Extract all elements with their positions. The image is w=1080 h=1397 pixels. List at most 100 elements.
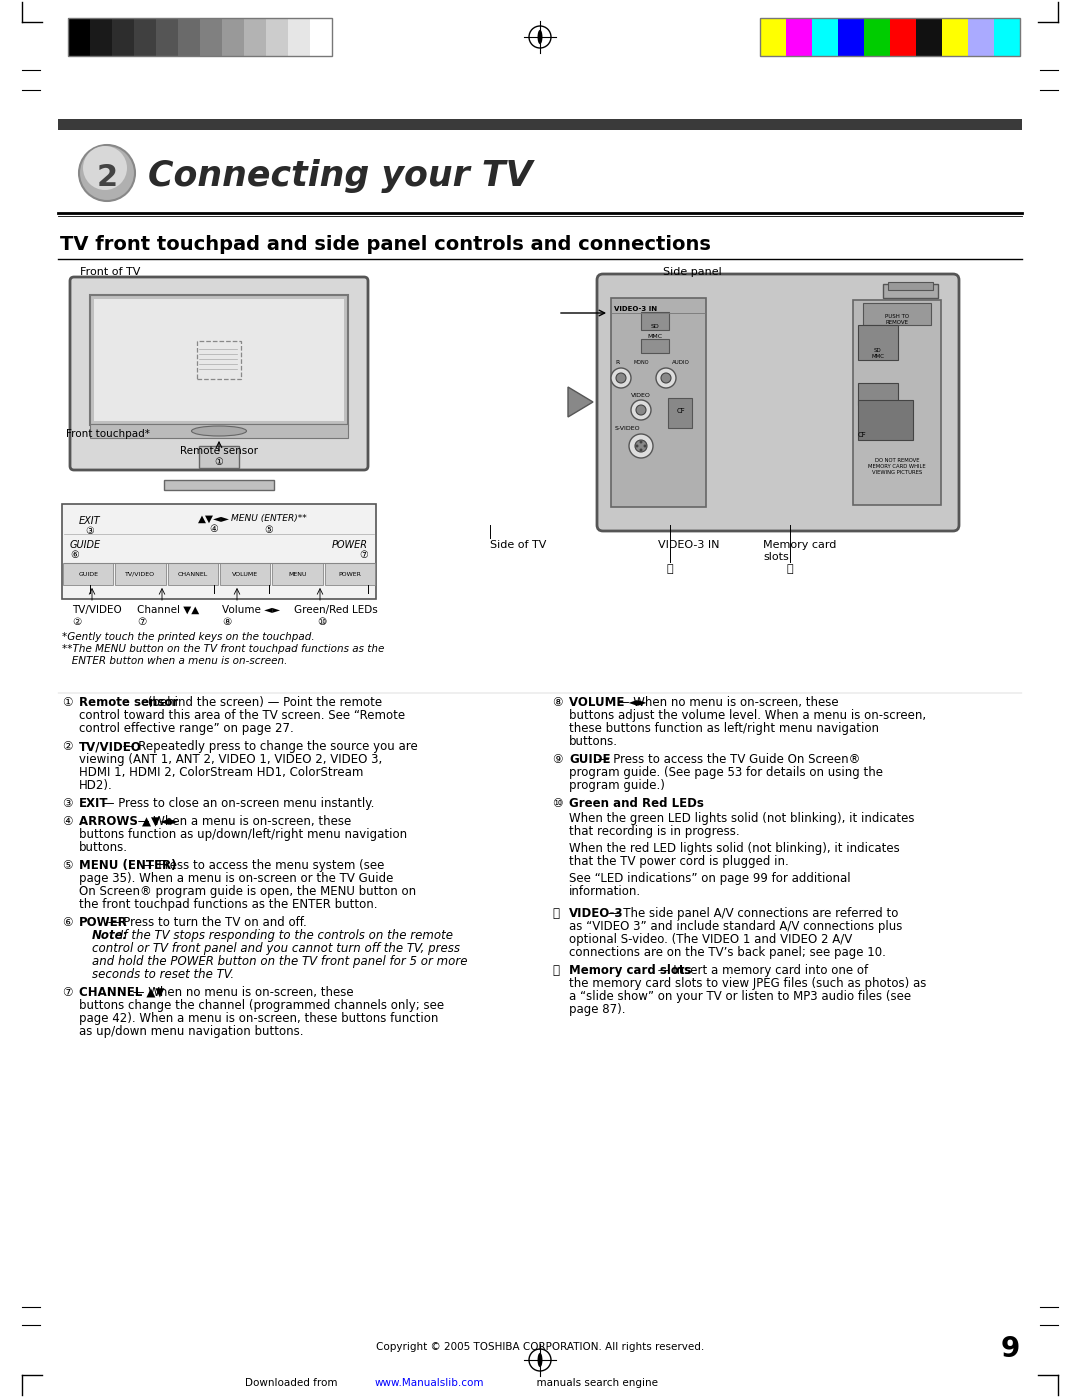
Circle shape	[656, 367, 676, 388]
Text: VOLUME ◄►: VOLUME ◄►	[569, 696, 647, 710]
Bar	[200, 18, 222, 56]
Text: ⑧: ⑧	[552, 696, 563, 710]
Bar	[90, 425, 348, 439]
Circle shape	[635, 444, 638, 447]
Text: ARROWS ▲▼◄►: ARROWS ▲▼◄►	[79, 814, 178, 828]
Text: MENU (ENTER)**: MENU (ENTER)**	[231, 514, 307, 522]
Text: — Press to access the TV Guide On Screen®: — Press to access the TV Guide On Screen…	[594, 753, 861, 766]
Text: When the red LED lights solid (not blinking), it indicates: When the red LED lights solid (not blink…	[569, 842, 900, 855]
Bar	[156, 18, 178, 56]
Bar	[325, 563, 375, 585]
Text: GUIDE: GUIDE	[70, 541, 102, 550]
Text: ⑫: ⑫	[786, 564, 794, 574]
Bar	[220, 563, 270, 585]
Circle shape	[639, 448, 643, 451]
Circle shape	[83, 147, 127, 190]
Bar	[266, 18, 288, 56]
Circle shape	[639, 440, 643, 443]
Text: POWER: POWER	[332, 541, 368, 550]
Bar	[858, 400, 913, 440]
Text: ▲▼◄►: ▲▼◄►	[198, 514, 230, 524]
Text: Channel ▼▲: Channel ▼▲	[137, 605, 199, 615]
Text: — Press to access the menu system (see: — Press to access the menu system (see	[139, 859, 384, 872]
Bar	[864, 18, 890, 56]
Text: *Gently touch the printed keys on the touchpad.: *Gently touch the printed keys on the to…	[62, 631, 314, 643]
Text: www.Manualslib.com: www.Manualslib.com	[375, 1377, 485, 1389]
Bar	[642, 312, 669, 330]
Text: Green/Red LEDs: Green/Red LEDs	[294, 605, 378, 615]
Text: MENU: MENU	[288, 571, 307, 577]
Bar	[94, 299, 345, 420]
Text: PUSH TO
REMOVE: PUSH TO REMOVE	[885, 314, 909, 324]
Text: — Press to close an on-screen menu instantly.: — Press to close an on-screen menu insta…	[99, 798, 375, 810]
Text: — Press to turn the TV on and off.: — Press to turn the TV on and off.	[104, 916, 307, 929]
Text: SD: SD	[650, 324, 660, 330]
Circle shape	[79, 145, 135, 201]
Text: — Repeatedly press to change the source you are: — Repeatedly press to change the source …	[119, 740, 418, 753]
Text: buttons change the channel (programmed channels only; see: buttons change the channel (programmed c…	[79, 999, 444, 1011]
Bar	[760, 18, 786, 56]
Bar	[63, 563, 113, 585]
Text: program guide.): program guide.)	[569, 780, 665, 792]
Text: ④: ④	[62, 814, 72, 828]
Text: Remote sensor: Remote sensor	[79, 696, 178, 710]
Text: R: R	[615, 360, 619, 365]
Text: TV/VIDEO: TV/VIDEO	[125, 571, 156, 577]
Text: ENTER button when a menu is on-screen.: ENTER button when a menu is on-screen.	[62, 657, 287, 666]
Circle shape	[636, 405, 646, 415]
Text: ⑦: ⑦	[360, 550, 368, 560]
Bar	[178, 18, 200, 56]
Text: buttons function as up/down/left/right menu navigation: buttons function as up/down/left/right m…	[79, 828, 407, 841]
Text: connections are on the TV’s back panel; see page 10.: connections are on the TV’s back panel; …	[569, 946, 886, 958]
Text: GUIDE: GUIDE	[78, 571, 98, 577]
Text: VOLUME: VOLUME	[232, 571, 258, 577]
Bar	[942, 18, 968, 56]
Ellipse shape	[538, 29, 542, 45]
FancyBboxPatch shape	[70, 277, 368, 469]
Text: ①: ①	[62, 696, 72, 710]
Bar	[272, 563, 323, 585]
Text: seconds to reset the TV.: seconds to reset the TV.	[92, 968, 234, 981]
Text: information.: information.	[569, 886, 642, 898]
Text: If the TV stops responding to the controls on the remote: If the TV stops responding to the contro…	[120, 929, 453, 942]
Text: control or TV front panel and you cannot turn off the TV, press: control or TV front panel and you cannot…	[92, 942, 460, 956]
Text: See “LED indications” on page 99 for additional: See “LED indications” on page 99 for add…	[569, 872, 851, 886]
Bar	[90, 295, 348, 425]
Bar	[68, 18, 332, 56]
Bar	[858, 326, 897, 360]
Bar	[888, 282, 933, 291]
Text: ②: ②	[72, 617, 81, 627]
Bar	[968, 18, 994, 56]
Text: ④: ④	[210, 524, 218, 534]
Text: the front touchpad functions as the ENTER button.: the front touchpad functions as the ENTE…	[79, 898, 378, 911]
Text: MMC: MMC	[647, 334, 662, 339]
Text: — When no menu is on-screen, these: — When no menu is on-screen, these	[129, 986, 353, 999]
Text: manuals search engine: manuals search engine	[530, 1377, 658, 1389]
Text: ⑦: ⑦	[137, 617, 146, 627]
Bar	[786, 18, 812, 56]
Text: Memory card slots: Memory card slots	[569, 964, 691, 977]
Text: ⑨: ⑨	[552, 753, 563, 766]
Text: page 87).: page 87).	[569, 1003, 625, 1016]
Bar	[244, 18, 266, 56]
Text: as up/down menu navigation buttons.: as up/down menu navigation buttons.	[79, 1025, 303, 1038]
Text: ⑩: ⑩	[318, 617, 326, 627]
Bar	[642, 339, 669, 353]
Text: CF: CF	[677, 408, 686, 414]
Text: Connecting your TV: Connecting your TV	[148, 159, 532, 193]
Text: TV/VIDEO: TV/VIDEO	[79, 740, 141, 753]
Polygon shape	[568, 387, 593, 416]
Bar	[838, 18, 864, 56]
Text: ⑫: ⑫	[552, 964, 559, 977]
Bar	[760, 18, 1020, 56]
Bar	[916, 18, 942, 56]
Text: S-VIDEO: S-VIDEO	[615, 426, 640, 432]
Text: buttons.: buttons.	[79, 841, 129, 854]
Bar	[994, 18, 1020, 56]
Text: viewing (ANT 1, ANT 2, VIDEO 1, VIDEO 2, VIDEO 3,: viewing (ANT 1, ANT 2, VIDEO 1, VIDEO 2,…	[79, 753, 382, 766]
Text: that recording is in progress.: that recording is in progress.	[569, 826, 740, 838]
Bar	[116, 563, 165, 585]
Text: Side of TV: Side of TV	[490, 541, 546, 550]
Bar	[890, 18, 916, 56]
Text: ③: ③	[62, 798, 72, 810]
